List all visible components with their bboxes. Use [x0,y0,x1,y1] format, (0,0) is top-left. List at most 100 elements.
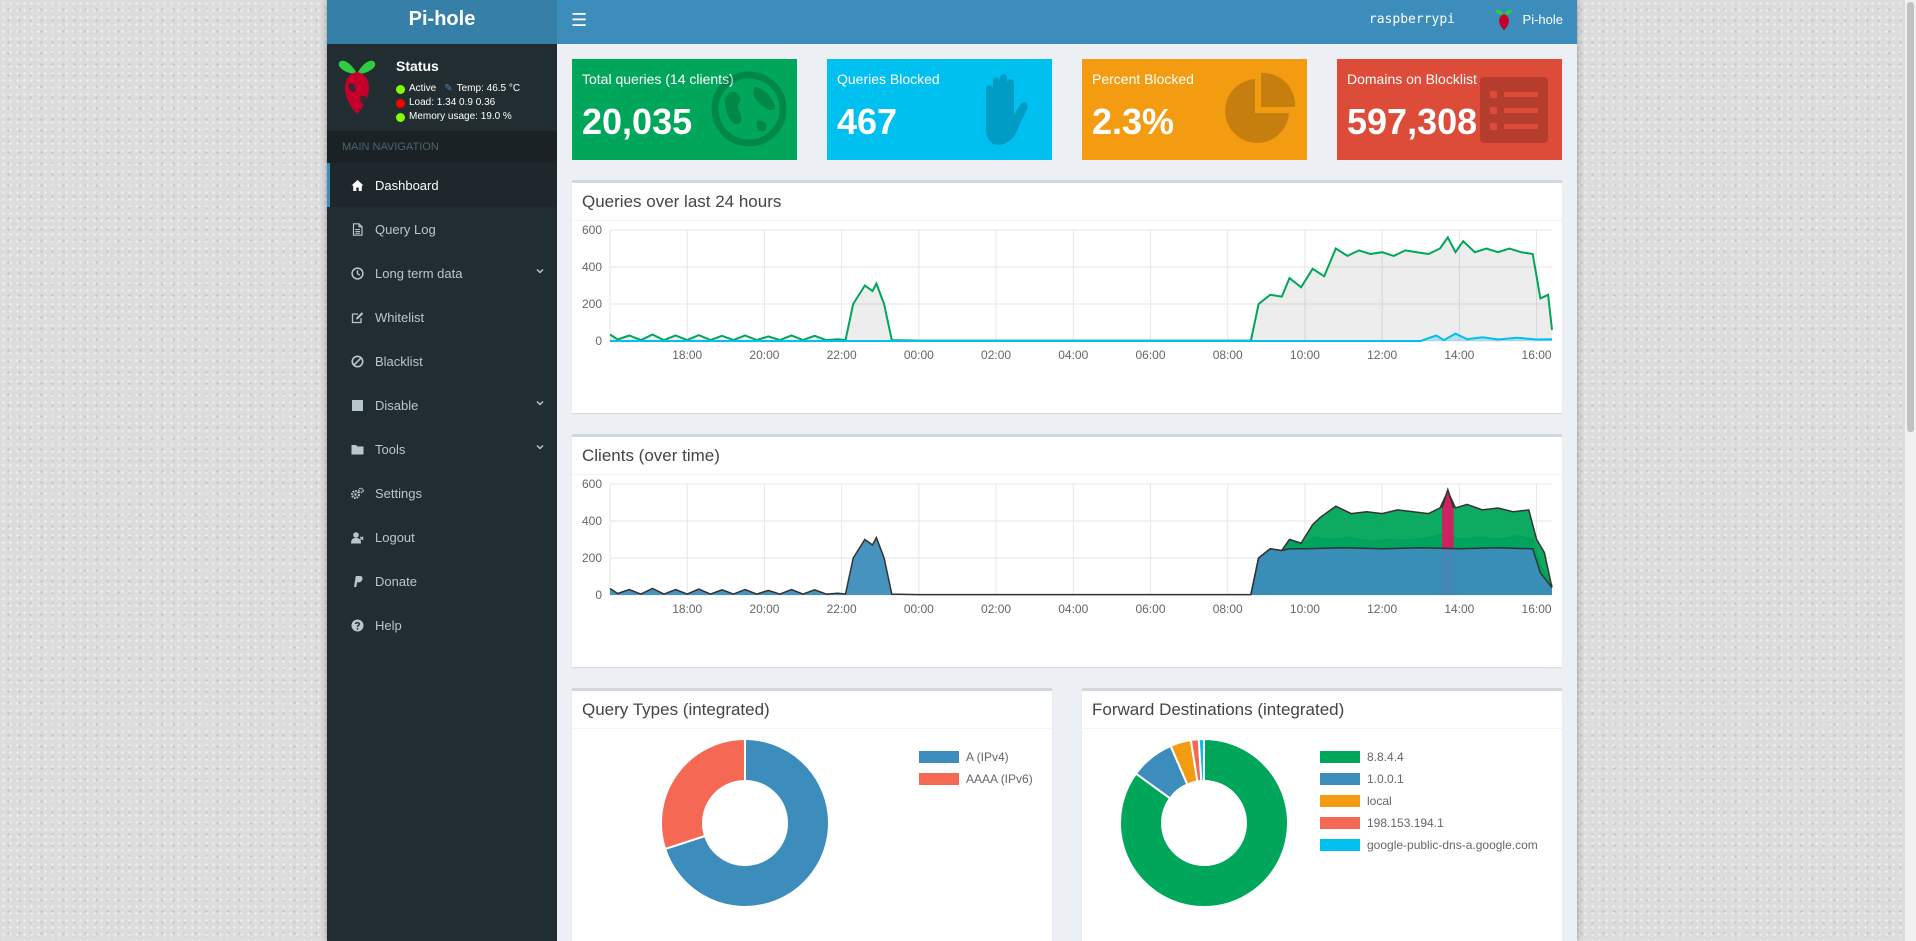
x-tick-label: 02:00 [981,602,1011,616]
x-tick-label: 18:00 [672,602,702,616]
series-area [610,537,1552,595]
sidebar-item-logout[interactable]: Logout [327,515,557,559]
y-tick-label: 0 [595,588,602,602]
home-icon [345,179,369,192]
legend-label: google-public-dns-a.google.com [1367,838,1538,852]
x-tick-label: 02:00 [981,348,1011,362]
query-types-box: Query Types (integrated) A (IPv4) AAAA (I… [572,688,1052,941]
stat-label: Total queries (14 clients) [582,71,734,87]
legend-swatch [1320,795,1360,807]
x-tick-label: 10:00 [1290,602,1320,616]
stop-icon [345,399,369,412]
sidebar-item-label: Long term data [375,265,463,281]
x-tick-label: 04:00 [1058,348,1088,362]
legend-item[interactable]: 8.8.4.4 [1320,746,1538,768]
y-tick-label: 400 [582,514,602,528]
legend-item[interactable]: AAAA (IPv6) [919,768,1033,790]
y-tick-label: 0 [595,334,602,348]
scrollbar-thumb[interactable] [1907,2,1914,432]
page-scrollbar[interactable] [1905,0,1916,941]
x-tick-label: 16:00 [1522,602,1552,616]
x-tick-label: 12:00 [1367,348,1397,362]
sidebar-item-label: Logout [375,529,415,545]
x-tick-label: 06:00 [1135,602,1165,616]
y-tick-label: 600 [582,223,602,237]
legend-item[interactable]: 1.0.0.1 [1320,768,1538,790]
sidebar-item-donate[interactable]: Donate [327,559,557,603]
queries-over-time-chart[interactable]: 0 200 400 600 18:00 20:00 22:00 00:00 02:00 04:00… [572,221,1562,413]
x-tick-label: 10:00 [1290,348,1320,362]
load-dot-icon [396,98,405,108]
raspberry-logo-icon [338,60,376,114]
sidebar-item-label: Disable [375,397,419,413]
x-tick-label: 00:00 [904,602,934,616]
pihole-admin-app: Pi-hole ☰ raspberrypi Pi-hole Status Act [327,0,1577,941]
x-tick-label: 14:00 [1444,348,1474,362]
status-load: Load: 1.34 0.9 0.36 [409,97,496,108]
sidebar-item-settings[interactable]: Settings [327,471,557,515]
chevron-down-icon [536,444,544,450]
stat-queries-blocked[interactable]: Queries Blocked 467 [827,59,1052,160]
forward-destinations-chart[interactable] [1082,729,1562,941]
question-icon [345,619,369,632]
sidebar-item-long-term-data[interactable]: Long term data [327,251,557,295]
sidebar-item-query-log[interactable]: Query Log [327,207,557,251]
hand-icon [986,74,1028,145]
sidebar-item-dashboard[interactable]: Dashboard [327,163,557,207]
sidebar-item-blacklist[interactable]: Blacklist [327,339,557,383]
folder-icon [345,443,369,456]
query-types-title: Query Types (integrated) [572,691,1052,729]
legend-swatch [1320,817,1360,829]
list-icon [1480,77,1548,143]
clients-chart-title: Clients (over time) [572,437,1562,475]
sidebar-item-help[interactable]: Help [327,603,557,647]
x-tick-label: 00:00 [904,348,934,362]
x-tick-label: 12:00 [1367,602,1397,616]
stat-domains-on-blocklist[interactable]: Domains on Blocklist 597,308 [1337,59,1562,160]
app-logo[interactable]: Pi-hole [327,0,557,44]
stat-value: 597,308 [1347,101,1478,142]
user-times-icon [345,531,369,544]
sidebar-item-whitelist[interactable]: Whitelist [327,295,557,339]
user-name: Pi-hole [1522,11,1563,27]
legend-item[interactable]: google-public-dns-a.google.com [1320,834,1538,856]
sidebar-item-disable[interactable]: Disable [327,383,557,427]
x-tick-label: 22:00 [827,602,857,616]
status-title: Status [396,58,439,74]
stat-percent-blocked[interactable]: Percent Blocked 2.3% [1082,59,1307,160]
stat-value: 467 [837,101,898,142]
queries-chart-title: Queries over last 24 hours [572,183,1562,221]
sidebar-item-label: Donate [375,573,417,589]
legend-swatch [1320,751,1360,763]
main-navigation: Dashboard Query Log Long term data White… [327,163,557,647]
pie-slice [663,737,830,908]
sidebar-item-tools[interactable]: Tools [327,427,557,471]
clients-over-time-box: Clients (over time) 0 200 400 600 18:00 20:00… [572,434,1562,667]
stat-total-queries[interactable]: Total queries (14 clients) 20,035 [572,59,797,160]
clients-over-time-chart[interactable]: 0 200 400 600 18:00 20:00 22:00 00:00 02:00 04:00… [572,475,1562,667]
legend-item[interactable]: 198.153.194.1 [1320,812,1538,834]
legend-swatch [1320,773,1360,785]
file-icon [345,222,369,236]
sidebar-item-label: Whitelist [375,309,425,325]
stat-label: Percent Blocked [1092,71,1194,87]
chevron-down-icon [536,400,544,406]
sidebar-item-label: Help [375,617,402,633]
x-tick-label: 16:00 [1522,348,1552,362]
queries-over-time-box: Queries over last 24 hours 0 200 400 600 18:… [572,180,1562,413]
query-types-chart[interactable] [572,729,1052,941]
legend-label: 1.0.0.1 [1367,772,1404,786]
y-tick-label: 400 [582,260,602,274]
legend-label: A (IPv4) [966,750,1009,764]
pihole-logo-icon [1495,9,1512,30]
stat-value: 2.3% [1092,101,1175,142]
legend-item[interactable]: local [1320,790,1538,812]
x-tick-label: 08:00 [1213,348,1243,362]
legend-item[interactable]: A (IPv4) [919,746,1033,768]
clock-icon [345,266,369,280]
forward-destinations-legend: 8.8.4.4 1.0.0.1 local 198.153.194.1 google-p… [1320,746,1538,856]
series-area [610,237,1552,341]
sidebar-toggle-icon[interactable]: ☰ [571,10,588,30]
sidebar-item-label: Blacklist [375,353,423,369]
user-menu[interactable]: Pi-hole [1493,6,1563,32]
